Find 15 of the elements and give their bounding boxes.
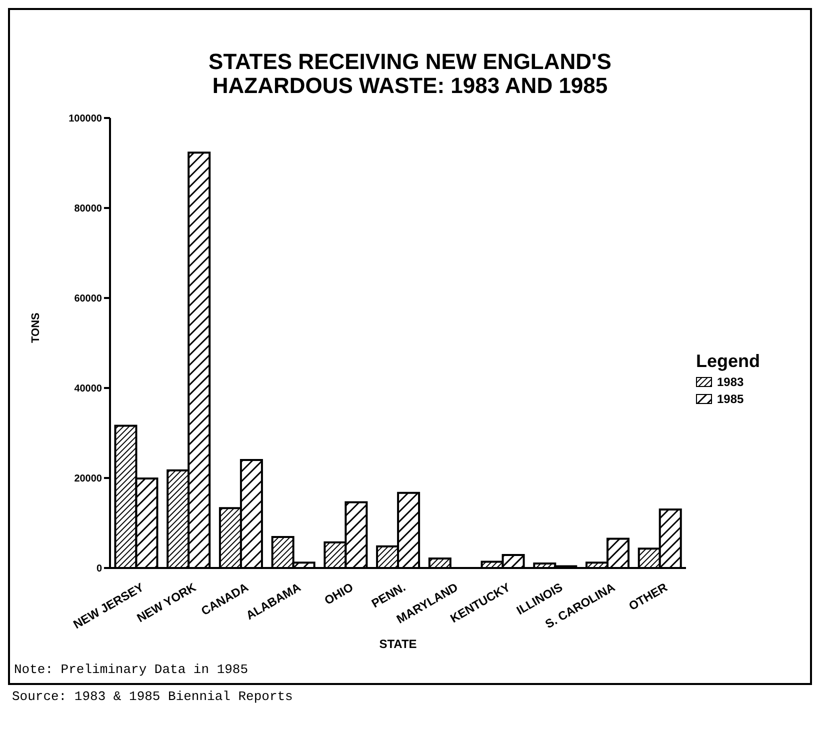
legend-label: 1985 [716,392,745,406]
x-tick-label: OHIO [322,580,356,608]
y-tick-label: 0 [96,564,102,575]
source-note: Source: 1983 & 1985 Biennial Reports [11,688,294,706]
x-axis-title: STATE [379,637,417,651]
y-tick-label: 60000 [74,294,102,305]
text: Note: Preliminary Data in 1985 [13,661,250,679]
y-tick-label: 20000 [74,474,102,485]
y-tick-label: 80000 [74,204,102,215]
y-axis-title: TONS [30,312,42,343]
y-tick-label: 100000 [68,114,102,125]
y-tick-label: 40000 [74,384,102,395]
chart-title: STATES RECEIVING NEW ENGLAND'S HAZARDOUS WASTE: 1983 AND 1985 [208,49,612,98]
legend-label: 1983 [716,374,745,388]
legend-title: Legend [696,350,762,372]
